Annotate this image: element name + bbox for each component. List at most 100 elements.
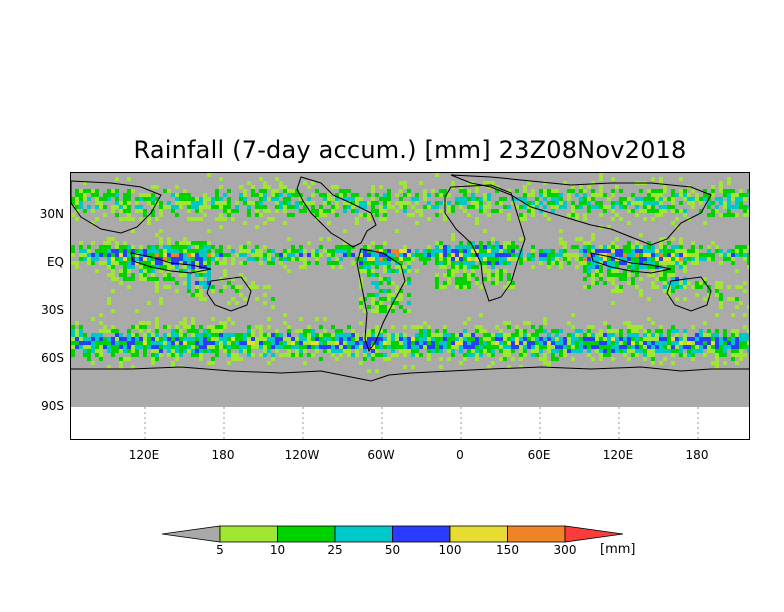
rain-cell: [731, 337, 735, 341]
rain-cell: [375, 253, 379, 257]
rain-cell: [267, 249, 271, 253]
rain-cell: [379, 309, 383, 313]
rain-cell: [307, 253, 311, 257]
rain-cell: [147, 345, 151, 349]
rain-cell: [691, 201, 695, 205]
rain-cell: [383, 353, 387, 357]
rain-cell: [463, 189, 467, 193]
rain-cell: [611, 357, 615, 361]
rain-cell: [567, 189, 571, 193]
rain-cell: [263, 245, 267, 249]
rain-cell: [387, 201, 391, 205]
rain-cell: [187, 209, 191, 213]
lon-label: 120E: [602, 448, 634, 462]
rain-cell: [287, 197, 291, 201]
rain-cell: [331, 265, 335, 269]
rain-cell: [91, 333, 95, 337]
rain-cell: [191, 333, 195, 337]
rain-cell: [195, 209, 199, 213]
rain-cell: [475, 341, 479, 345]
rain-cell: [319, 205, 323, 209]
rain-cell: [371, 281, 375, 285]
rain-cell: [423, 261, 427, 265]
rain-cell: [335, 341, 339, 345]
rain-cell: [631, 201, 635, 205]
rain-cell: [587, 273, 591, 277]
rain-cell: [107, 297, 111, 301]
rain-cell: [243, 345, 247, 349]
rain-cell: [527, 333, 531, 337]
rain-cell: [411, 349, 415, 353]
rain-cell: [395, 297, 399, 301]
rain-cell: [587, 345, 591, 349]
rain-cell: [575, 337, 579, 341]
rain-cell: [355, 353, 359, 357]
rain-cell: [479, 201, 483, 205]
rain-cell: [215, 333, 219, 337]
rain-cell: [663, 189, 667, 193]
rain-cell: [715, 353, 719, 357]
rain-cell: [135, 353, 139, 357]
rain-cell: [111, 337, 115, 341]
rain-cell: [495, 189, 499, 193]
rain-cell: [399, 333, 403, 337]
rain-cell: [475, 277, 479, 281]
rain-cell: [695, 253, 699, 257]
rain-cell: [407, 257, 411, 261]
rain-cell: [427, 193, 431, 197]
rain-cell: [447, 261, 451, 265]
rain-cell: [263, 189, 267, 193]
rain-cell: [739, 193, 743, 197]
rain-cell: [123, 265, 127, 269]
rain-cell: [587, 337, 591, 341]
rain-cell: [651, 285, 655, 289]
rain-cell: [667, 265, 671, 269]
rain-cell: [703, 297, 707, 301]
rain-cell: [387, 337, 391, 341]
rain-cell: [287, 337, 291, 341]
rain-cell: [231, 217, 235, 221]
rain-cell: [383, 213, 387, 217]
rain-cell: [683, 213, 687, 217]
rain-cell: [383, 341, 387, 345]
rain-cell: [251, 333, 255, 337]
rain-cell: [691, 325, 695, 329]
rain-cell: [179, 245, 183, 249]
rain-cell: [611, 333, 615, 337]
rain-cell: [499, 341, 503, 345]
rain-cell: [151, 193, 155, 197]
rain-cell: [111, 349, 115, 353]
rain-cell: [663, 209, 667, 213]
rain-cell: [359, 277, 363, 281]
rain-cell: [403, 253, 407, 257]
rain-cell: [731, 193, 735, 197]
rain-cell: [731, 357, 735, 361]
rain-cell: [651, 321, 655, 325]
rain-cell: [535, 341, 539, 345]
rain-cell: [691, 353, 695, 357]
rain-cell: [591, 181, 595, 185]
rain-cell: [439, 357, 443, 361]
rain-cell: [447, 205, 451, 209]
rain-cell: [183, 273, 187, 277]
rain-cell: [363, 205, 367, 209]
rain-cell: [643, 329, 647, 333]
rain-cell: [147, 217, 151, 221]
rain-cell: [391, 309, 395, 313]
rain-cell: [243, 245, 247, 249]
rain-cell: [719, 189, 723, 193]
rain-cell: [259, 189, 263, 193]
rain-cell: [679, 209, 683, 213]
rain-cell: [159, 201, 163, 205]
rain-cell: [395, 285, 399, 289]
rain-cell: [127, 265, 131, 269]
rain-cell: [259, 341, 263, 345]
rain-cell: [675, 333, 679, 337]
rain-cell: [171, 345, 175, 349]
rain-cell: [319, 357, 323, 361]
rain-cell: [167, 349, 171, 353]
rain-cell: [223, 337, 227, 341]
colorbar-segment: [392, 525, 451, 543]
rain-cell: [287, 253, 291, 257]
rain-cell: [683, 189, 687, 193]
